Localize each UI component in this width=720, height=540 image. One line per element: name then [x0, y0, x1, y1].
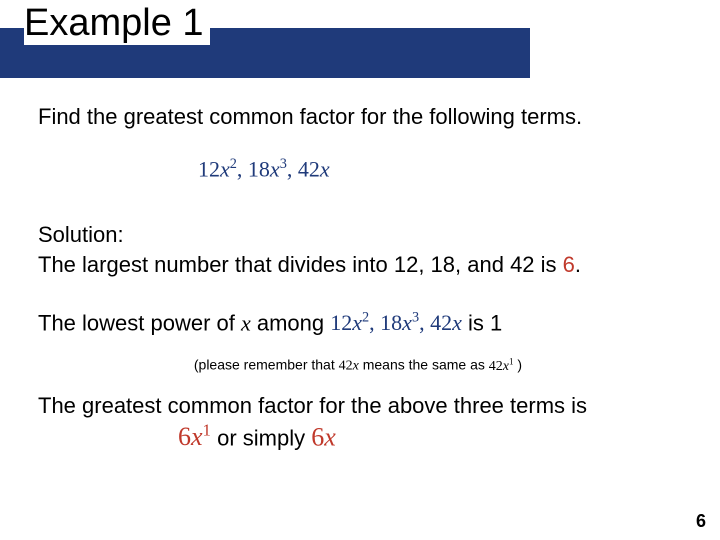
lowest-b: among — [251, 310, 331, 335]
content-area: Find the greatest common factor for the … — [38, 98, 682, 452]
a1v: x — [191, 422, 203, 451]
note-a: (please remember that — [194, 357, 339, 373]
answer2: 6x — [311, 422, 336, 451]
nt1c: 42 — [339, 359, 353, 374]
solution-number: 6 — [563, 252, 575, 277]
lt1e: 2 — [362, 310, 369, 326]
lt3v: x — [452, 310, 462, 335]
lt1v: x — [352, 310, 362, 335]
term3-coef: 42 — [298, 156, 320, 181]
lowest-c: is 1 — [462, 310, 502, 335]
solution-label: Solution: — [38, 220, 682, 250]
a1n: 6 — [178, 422, 191, 451]
a2v: x — [324, 422, 336, 451]
a2n: 6 — [311, 422, 324, 451]
final-answer-line: 6x1 or simply 6x — [178, 421, 682, 453]
or-text: or simply — [211, 425, 311, 450]
lowest-var: x — [241, 310, 251, 335]
answer1: 6x1 — [178, 422, 211, 451]
term1-exp: 2 — [230, 156, 237, 172]
solution-line: The largest number that divides into 12,… — [38, 250, 682, 280]
note-line: (please remember that 42x means the same… — [38, 356, 678, 375]
nt2c: 42 — [489, 359, 503, 374]
slide-title: Example 1 — [24, 2, 210, 45]
lt2v: x — [402, 310, 412, 335]
lt3c: 42 — [430, 310, 452, 335]
lowest-power-line: The lowest power of x among 12x2, 18x3, … — [38, 310, 682, 336]
lt2e: 3 — [412, 310, 419, 326]
prompt-text: Find the greatest common factor for the … — [38, 104, 682, 130]
term2-coef: 18 — [248, 156, 270, 181]
note-c: ) — [514, 357, 523, 373]
final-block: The greatest common factor for the above… — [38, 393, 682, 453]
solution-block: Solution: The largest number that divide… — [38, 220, 682, 279]
term2-var: x — [270, 156, 280, 181]
final-text: The greatest common factor for the above… — [38, 393, 682, 419]
note-term1: 42x — [339, 359, 359, 374]
a1e: 1 — [203, 421, 211, 440]
page-number: 6 — [696, 511, 706, 532]
term1-coef: 12 — [198, 156, 220, 181]
terms-expression: 12x2, 18x3, 42x — [198, 156, 682, 182]
solution-text-a: The largest number that divides into 12,… — [38, 252, 563, 277]
note-b: means the same as — [359, 357, 489, 373]
lt2c: 18 — [380, 310, 402, 335]
note-term2: 42x1 — [489, 359, 514, 374]
lowest-a: The lowest power of — [38, 310, 241, 335]
solution-text-b: . — [575, 252, 581, 277]
term2-exp: 3 — [280, 156, 287, 172]
term3-var: x — [320, 156, 330, 181]
term1-var: x — [220, 156, 230, 181]
lt1c: 12 — [330, 310, 352, 335]
lowest-terms: 12x2, 18x3, 42x — [330, 310, 462, 335]
